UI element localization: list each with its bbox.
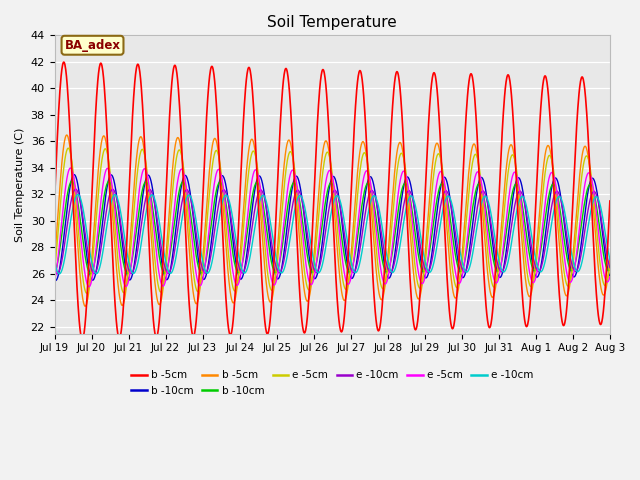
- Y-axis label: Soil Temperature (C): Soil Temperature (C): [15, 127, 25, 241]
- Legend: b -5cm, b -10cm, b -5cm, b -10cm, e -5cm, e -10cm, e -5cm, e -10cm: b -5cm, b -10cm, b -5cm, b -10cm, e -5cm…: [127, 366, 538, 400]
- Text: BA_adex: BA_adex: [65, 39, 120, 52]
- Title: Soil Temperature: Soil Temperature: [268, 15, 397, 30]
